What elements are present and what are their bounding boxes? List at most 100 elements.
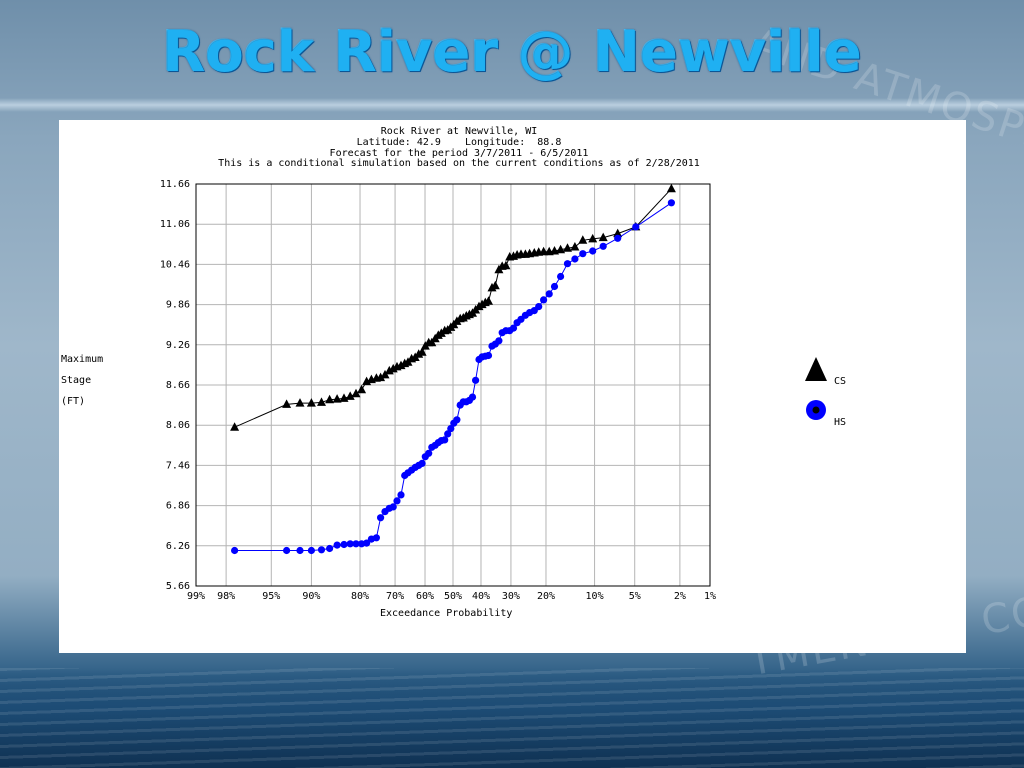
y-tick-label: 10.46 (160, 259, 190, 270)
x-tick-label: 40% (472, 591, 490, 602)
data-point-cs (417, 347, 427, 356)
data-point-cs (613, 228, 623, 238)
data-point-hs (535, 303, 543, 311)
y-tick-label: 6.86 (166, 501, 190, 512)
data-point-hs (425, 449, 433, 457)
data-point-hs (472, 376, 480, 384)
data-point-cs (295, 398, 305, 407)
x-tick-label: 20% (537, 591, 555, 602)
data-point-cs (332, 394, 342, 403)
y-tick-label: 7.46 (166, 460, 190, 471)
data-point-hs (589, 247, 597, 255)
data-point-hs (484, 351, 493, 360)
data-point-cs (588, 233, 598, 243)
data-point-hs (579, 250, 587, 258)
data-point-hs (571, 255, 579, 263)
x-tick-label: 70% (386, 591, 404, 602)
x-axis-label: Exceedance Probability (380, 608, 513, 619)
data-point-cs (357, 384, 367, 394)
data-point-cs (317, 397, 326, 406)
data-point-hs (307, 546, 315, 555)
legend-label-hs: HS (834, 417, 846, 428)
data-point-hs (377, 514, 385, 522)
y-tick-label: 8.06 (166, 420, 190, 431)
data-point-hs (540, 296, 548, 304)
x-tick-label: 98% (217, 591, 235, 602)
data-point-hs (545, 290, 553, 298)
data-point-hs (346, 540, 354, 548)
y-axis-label-line-1: Maximum (61, 354, 104, 365)
data-point-hs (444, 430, 452, 438)
x-tick-label: 30% (502, 591, 520, 602)
data-point-cs (351, 388, 361, 398)
data-point-cs (490, 280, 500, 290)
data-point-hs (393, 497, 401, 505)
data-point-cs (230, 422, 240, 431)
y-axis-label-line-3: (FT) (61, 396, 86, 407)
legend-marker-cs (805, 357, 827, 381)
data-point-hs (453, 416, 461, 424)
data-point-hs (283, 546, 291, 555)
water-footer (0, 668, 1024, 768)
chart-title: Rock River at Newville, WI (380, 126, 538, 137)
chart-subtitle-3: This is a conditional simulation based o… (218, 158, 700, 169)
data-point-hs (363, 539, 371, 547)
data-point-hs (231, 546, 239, 555)
data-point-cs (578, 235, 588, 244)
data-point-hs (352, 540, 360, 548)
y-tick-label: 9.26 (166, 340, 190, 351)
chart-subtitle-1: Latitude: 42.9 Longitude: 88.8 (356, 137, 562, 148)
data-point-hs (563, 260, 572, 268)
data-point-hs (372, 534, 380, 542)
y-axis-label-line-2: Stage (61, 375, 92, 386)
data-point-hs (317, 546, 326, 554)
data-point-hs (495, 337, 503, 345)
header-band (0, 98, 1024, 112)
data-point-hs (667, 199, 676, 207)
data-point-hs (599, 242, 607, 250)
data-point-cs (376, 372, 386, 382)
y-tick-label: 9.86 (166, 300, 190, 311)
data-point-hs (614, 234, 622, 242)
data-point-cs (306, 398, 316, 407)
data-point-hs (296, 546, 304, 555)
data-point-hs (397, 491, 405, 499)
data-point-hs (333, 541, 341, 549)
data-point-hs (509, 324, 518, 332)
legend-label-cs: CS (834, 376, 846, 387)
data-point-cs (666, 183, 676, 193)
data-point-cs (556, 244, 566, 254)
y-tick-label: 8.66 (166, 380, 190, 391)
x-tick-label: 80% (351, 591, 369, 602)
x-tick-label: 90% (302, 591, 320, 602)
data-point-hs (557, 272, 565, 281)
data-point-hs (441, 436, 449, 444)
data-point-hs (326, 544, 334, 553)
y-tick-label: 6.26 (166, 541, 190, 552)
data-point-hs (418, 459, 426, 467)
data-point-cs (570, 242, 580, 251)
x-tick-label: 50% (444, 591, 462, 602)
data-point-hs (447, 425, 455, 433)
chart-subtitle-2: Forecast for the period 3/7/2011 - 6/5/2… (329, 148, 589, 159)
x-tick-label: 99% (187, 591, 205, 602)
data-point-cs (563, 243, 572, 252)
x-tick-label: 1% (704, 591, 716, 602)
data-point-cs (598, 232, 608, 242)
chart-panel: Rock River at Newville, WI Latitude: 42.… (59, 120, 966, 653)
plot-area: 11.66 11.06 10.46 9.86 9.26 8.66 8.06 7.46 6.86 6… (160, 179, 846, 602)
slide-title: Rock River @ Newville (162, 20, 862, 85)
data-point-cs (325, 394, 335, 404)
data-point-hs (389, 503, 397, 511)
x-tick-label: 2% (674, 591, 686, 602)
y-tick-label: 5.66 (166, 581, 190, 592)
x-tick-label: 95% (262, 591, 280, 602)
x-tick-label: 60% (416, 591, 434, 602)
data-point-cs (501, 260, 511, 270)
x-tick-label: 10% (586, 591, 604, 602)
y-tick-label: 11.06 (160, 219, 190, 230)
data-point-hs (340, 540, 348, 549)
legend-marker-hs-center (812, 406, 820, 414)
data-point-cs (484, 296, 493, 305)
data-point-hs (468, 393, 477, 401)
